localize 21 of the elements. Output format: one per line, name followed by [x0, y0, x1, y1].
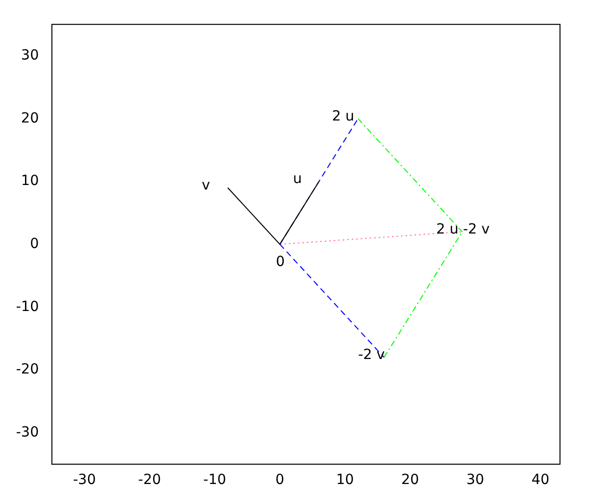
y-tick-label: 30 — [21, 47, 39, 64]
x-tick-label: 20 — [401, 472, 420, 488]
x-tick-label: -20 — [138, 472, 162, 488]
y-tick-label: -20 — [16, 362, 39, 378]
x-tick-label: -10 — [203, 472, 226, 488]
annotation: 2 u -2 v — [436, 221, 490, 238]
x-tick-label: 30 — [466, 472, 484, 488]
annotation: v — [202, 177, 210, 194]
x-tick-label: 0 — [275, 472, 284, 488]
annotation: 0 — [276, 254, 285, 270]
x-tick-label: 40 — [532, 472, 550, 488]
annotation: 2 u — [332, 108, 354, 124]
y-tick-label: -10 — [16, 298, 39, 315]
annotation: u — [292, 171, 302, 188]
x-tick-label: -30 — [73, 472, 96, 488]
y-tick-label: 10 — [21, 173, 39, 190]
annotation: -2 v — [358, 347, 385, 364]
x-tick-label: 10 — [336, 472, 354, 488]
y-tick-label: 20 — [21, 110, 39, 126]
y-tick-label: -30 — [16, 424, 39, 440]
y-tick-label: 0 — [30, 236, 39, 252]
